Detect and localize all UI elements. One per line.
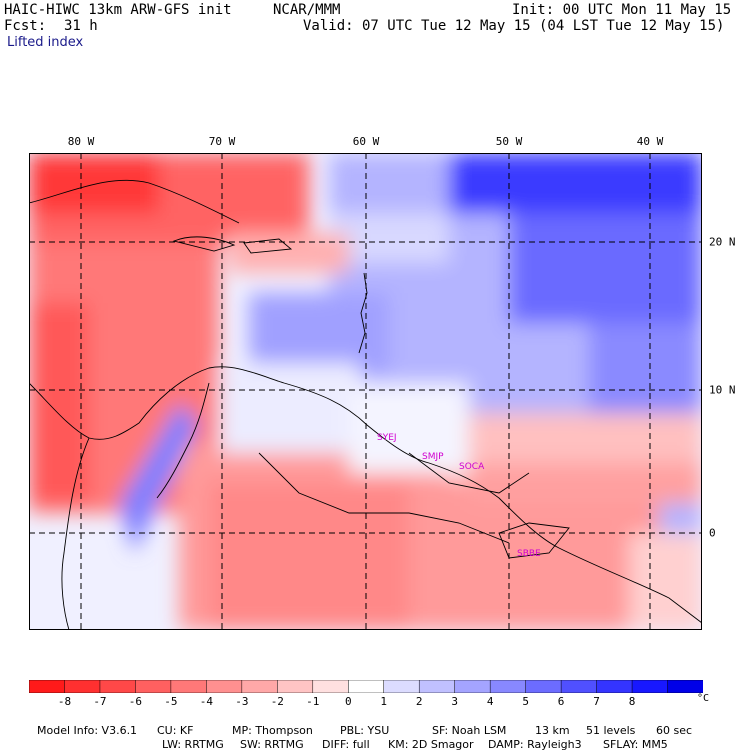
field-name: Lifted index bbox=[7, 35, 84, 50]
colorbar-swatch bbox=[312, 680, 350, 693]
graticule bbox=[29, 153, 702, 630]
colorbar-tick-label: -3 bbox=[235, 695, 249, 708]
footer-item: 13 km bbox=[535, 724, 570, 737]
colorbar-swatch bbox=[560, 680, 598, 693]
lat-label: 0 bbox=[709, 526, 716, 540]
colorbar-tick-label: -8 bbox=[57, 695, 72, 708]
lat-label: 20 N bbox=[709, 235, 736, 249]
station-label: SBBE bbox=[517, 549, 541, 559]
station-labels: SYEJ SMJP SOCA SBBE bbox=[377, 433, 541, 559]
colorbar-swatch bbox=[525, 680, 562, 693]
colorbar-swatch bbox=[241, 680, 279, 693]
colorbar-tick-label: 6 bbox=[557, 695, 565, 708]
colorbar-swatch bbox=[667, 680, 703, 693]
footer-item: MP: Thompson bbox=[232, 724, 313, 737]
init-time: Init: 00 UTC Mon 11 May 15 bbox=[512, 2, 732, 18]
colorbar bbox=[29, 680, 703, 693]
lifted-index-map: SYEJ SMJP SOCA SBBE bbox=[29, 153, 702, 630]
colorbar-swatch bbox=[99, 680, 137, 693]
lat-label: 10 N bbox=[709, 383, 736, 397]
station-label: SMJP bbox=[422, 452, 444, 462]
footer-item: PBL: YSU bbox=[340, 724, 390, 737]
colorbar-tick-label: -1 bbox=[306, 695, 320, 708]
valid-time: Valid: 07 UTC Tue 12 May 15 (04 LST Tue … bbox=[303, 18, 725, 34]
colorbar-tick-label: -2 bbox=[270, 695, 284, 708]
footer-item: 51 levels bbox=[586, 724, 636, 737]
footer-item: Model Info: V3.6.1 bbox=[37, 724, 138, 737]
field-shading bbox=[29, 153, 702, 630]
footer-item: 60 sec bbox=[656, 724, 693, 737]
colorbar-swatch bbox=[348, 680, 385, 693]
colorbar-tick-label: 1 bbox=[380, 695, 388, 708]
forecast-label: Fcst: bbox=[4, 18, 47, 34]
colorbar-tick-label: -4 bbox=[199, 695, 213, 708]
colorbar-tick-label: 2 bbox=[415, 695, 423, 708]
station-label: SYEJ bbox=[377, 433, 397, 443]
org-label: NCAR/MMM bbox=[273, 2, 341, 18]
lon-label: 40 W bbox=[636, 135, 664, 148]
colorbar-swatch bbox=[29, 680, 66, 693]
colorbar-swatch bbox=[383, 680, 420, 693]
lon-label: 70 W bbox=[208, 135, 236, 148]
colorbar-swatch bbox=[418, 680, 456, 693]
colorbar-tick-label: -7 bbox=[93, 695, 107, 708]
lon-label: 50 W bbox=[495, 135, 523, 148]
colorbar-tick-label: 0 bbox=[344, 695, 352, 708]
lon-label: 60 W bbox=[352, 135, 380, 148]
colorbar-swatch bbox=[206, 680, 243, 693]
colorbar-swatch bbox=[631, 680, 669, 693]
colorbar-swatch bbox=[170, 680, 208, 693]
station-label: SOCA bbox=[459, 462, 485, 472]
colorbar-tick-label: 5 bbox=[522, 695, 529, 708]
colorbar-swatch bbox=[454, 680, 491, 693]
lon-label: 80 W bbox=[67, 135, 95, 148]
colorbar-tick-label: -5 bbox=[164, 695, 178, 708]
colorbar-tick-label: -6 bbox=[128, 695, 143, 708]
colorbar-tick-label: 4 bbox=[486, 695, 494, 708]
footer-item: SF: Noah LSM bbox=[432, 724, 507, 737]
model-info-row1: Model Info: V3.6.1 CU: KF MP: Thompson PBL:… bbox=[30, 711, 692, 737]
colorbar-tick-label: 7 bbox=[593, 695, 600, 708]
colorbar-tick-label: 8 bbox=[628, 695, 636, 708]
model-info-row2: LW: RRTMG SW: RRTMG DIFF: full KM: 2D Smago… bbox=[155, 725, 668, 751]
colorbar-unit: °C bbox=[697, 693, 710, 704]
colorbar-swatch bbox=[277, 680, 314, 693]
forecast-hour: 31 h bbox=[64, 18, 98, 34]
coastlines bbox=[29, 179, 702, 630]
colorbar-swatch bbox=[596, 680, 633, 693]
colorbar-swatch bbox=[489, 680, 527, 693]
colorbar-tick-label: 3 bbox=[451, 695, 458, 708]
colorbar-swatch bbox=[135, 680, 172, 693]
model-title: HAIC-HIWC 13km ARW-GFS init bbox=[4, 2, 232, 18]
colorbar-swatch bbox=[64, 680, 101, 693]
footer-item: CU: KF bbox=[157, 724, 194, 737]
